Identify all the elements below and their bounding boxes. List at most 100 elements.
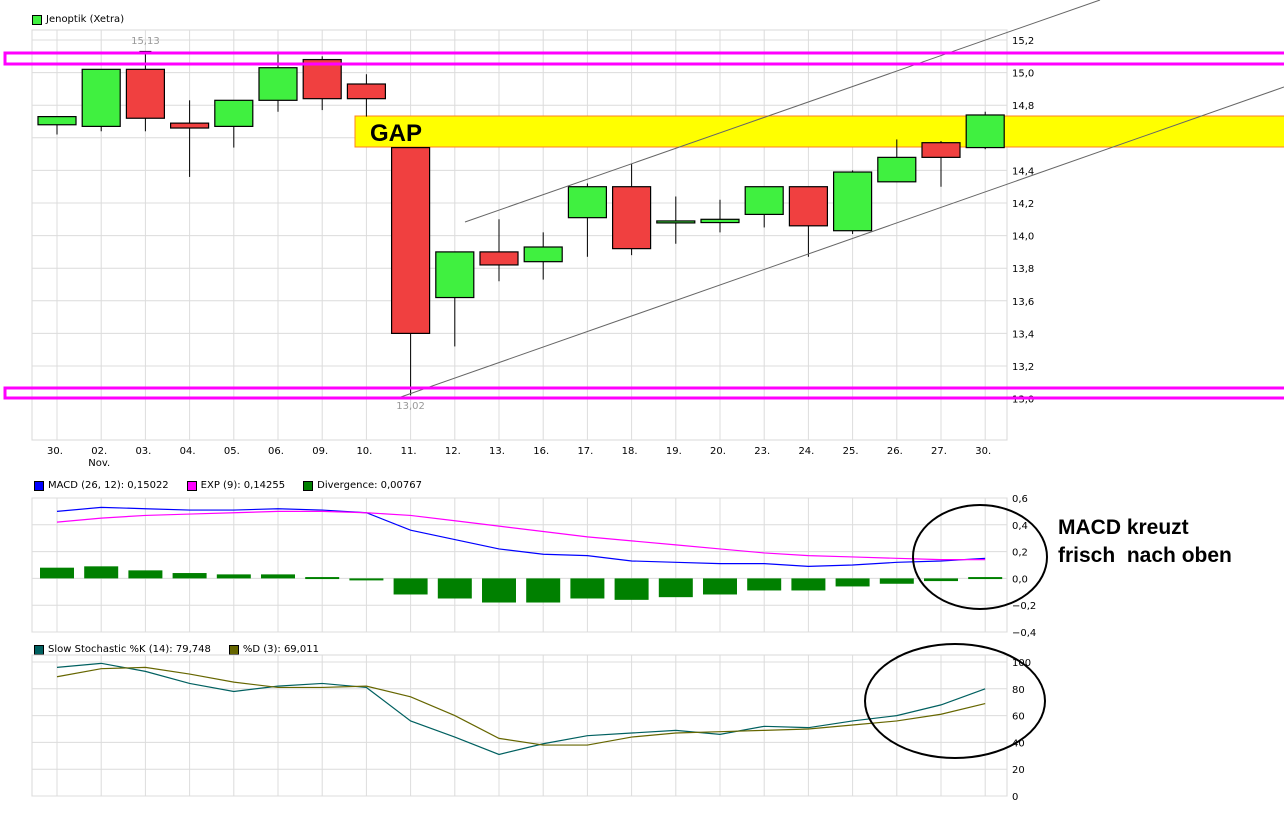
- candle-down: [346, 83, 386, 100]
- trend-channel-lower: [397, 86, 1284, 399]
- divergence-bar: [216, 574, 251, 579]
- divergence-bar: [349, 578, 384, 581]
- divergence-bar: [128, 570, 163, 579]
- divergence-bar: [437, 578, 472, 599]
- x-tick-label: 13.: [489, 446, 505, 457]
- x-tick-label: 12.: [445, 446, 461, 457]
- macd-swatch: [34, 480, 44, 491]
- resistance-band: [3, 51, 1284, 66]
- low-label: 13,02: [396, 401, 425, 412]
- x-tick-sublabel: Nov.: [88, 458, 110, 469]
- macd-y-tick-label: 0,4: [1012, 521, 1028, 532]
- x-tick-label: 23.: [754, 446, 770, 457]
- price-y-tick-label: 14,2: [1012, 199, 1034, 210]
- candle-down: [170, 122, 210, 129]
- price-plot-area: [31, 29, 1008, 441]
- x-tick-label: 20.: [710, 446, 726, 457]
- stoch-legend: Slow Stochastic %K (14): 79,748 %D (3): …: [34, 644, 319, 655]
- exp-swatch: [186, 480, 197, 491]
- x-tick-label: 02.: [91, 446, 107, 457]
- macd-y-tick-label: 0,6: [1012, 494, 1028, 505]
- x-tick-label: 16.: [533, 446, 549, 457]
- price-legend-label: Jenoptik (Xetra): [46, 14, 125, 25]
- candle-up: [832, 171, 873, 232]
- x-tick-label: 30.: [47, 446, 63, 457]
- x-tick-label: 19.: [666, 446, 682, 457]
- x-tick-label: 09.: [312, 446, 328, 457]
- stoch-d-line: [56, 666, 986, 746]
- price-y-tick-label: 15,0: [1012, 69, 1034, 80]
- stoch-y-tick-label: 40: [1012, 738, 1025, 749]
- candle-down: [125, 68, 166, 119]
- macd-legend-label: MACD (26, 12): 0,15022: [48, 480, 169, 491]
- x-tick-label: 24.: [798, 446, 814, 457]
- stoch-d-swatch: [228, 644, 239, 655]
- candle-down: [391, 146, 431, 335]
- exp-legend-label: EXP (9): 0,14255: [200, 480, 286, 491]
- divergence-bar: [791, 578, 826, 591]
- x-tick-label: 26.: [887, 446, 903, 457]
- candle-up: [700, 218, 740, 224]
- candle-down: [479, 251, 519, 266]
- price-y-tick-label: 13,8: [1012, 264, 1034, 275]
- macd-highlight-ellipse: [912, 504, 1048, 610]
- macd-line: [56, 506, 986, 567]
- macd-y-tick-label: −0,2: [1012, 601, 1036, 612]
- stoch-y-tick-label: 80: [1012, 685, 1025, 696]
- gap-label: GAP: [370, 120, 422, 147]
- price-y-tick-label: 14,8: [1012, 101, 1034, 112]
- macd-y-tick-label: 0,2: [1012, 548, 1028, 559]
- stoch-y-tick-label: 0: [1012, 792, 1018, 803]
- divergence-bar: [924, 578, 958, 582]
- candle-up: [37, 116, 77, 126]
- candle-up: [744, 186, 784, 216]
- stoch-k-swatch: [34, 644, 44, 655]
- candle-down: [302, 58, 342, 100]
- stoch-plot-area: [31, 654, 1008, 797]
- price-y-tick-label: 13,4: [1012, 329, 1034, 340]
- x-tick-label: 11.: [401, 446, 417, 457]
- divergence-bar: [835, 578, 870, 587]
- candle-up: [965, 114, 1005, 149]
- divergence-legend-label: Divergence: 0,00767: [317, 480, 422, 491]
- divergence-bar: [703, 578, 737, 595]
- trend-channel-upper: [464, 0, 1101, 223]
- gap-highlight: [354, 115, 1284, 148]
- price-y-tick-label: 14,0: [1012, 232, 1034, 243]
- stoch-highlight-ellipse: [864, 643, 1046, 759]
- x-tick-label: 03.: [135, 446, 151, 457]
- price-y-tick-label: 13,0: [1012, 395, 1034, 406]
- divergence-bar: [614, 578, 649, 600]
- stoch-y-tick-label: 20: [1012, 765, 1025, 776]
- price-y-tick-label: 13,2: [1012, 362, 1034, 373]
- high-label: 15,13: [131, 36, 160, 47]
- candle-up: [214, 99, 254, 127]
- macd-annotation: MACD kreuzt frisch nach oben: [1058, 516, 1232, 567]
- price-y-tick-label: 15,2: [1012, 36, 1034, 47]
- divergence-bar: [393, 578, 428, 595]
- stoch-d-legend-label: %D (3): 69,011: [242, 644, 319, 655]
- candle-down: [921, 142, 961, 158]
- divergence-bar: [747, 578, 782, 591]
- exp-line: [56, 510, 986, 561]
- divergence-bar: [40, 567, 74, 579]
- support-band: [3, 386, 1284, 400]
- candle-up: [656, 220, 696, 224]
- x-tick-label: 06.: [268, 446, 284, 457]
- divergence-bar: [526, 578, 561, 603]
- x-tick-label: 05.: [224, 446, 240, 457]
- divergence-bar: [172, 573, 207, 579]
- x-tick-label: 25.: [843, 446, 859, 457]
- macd-y-tick-label: 0,0: [1012, 574, 1028, 585]
- price-y-tick-label: 14,4: [1012, 166, 1034, 177]
- divergence-swatch: [303, 480, 314, 491]
- divergence-bar: [658, 578, 693, 598]
- candle-up: [81, 68, 121, 127]
- x-tick-label: 17.: [577, 446, 593, 457]
- divergence-bar: [968, 577, 1003, 580]
- divergence-bar: [261, 574, 295, 579]
- candle-down: [611, 186, 652, 250]
- divergence-bar: [570, 578, 605, 599]
- divergence-bar: [879, 578, 914, 584]
- candle-down: [788, 186, 829, 227]
